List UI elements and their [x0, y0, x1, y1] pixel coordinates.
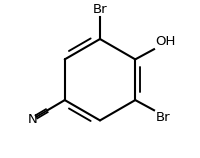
Text: Br: Br — [155, 111, 170, 124]
Text: Br: Br — [93, 3, 107, 16]
Text: OH: OH — [155, 35, 176, 48]
Text: N: N — [27, 113, 37, 126]
